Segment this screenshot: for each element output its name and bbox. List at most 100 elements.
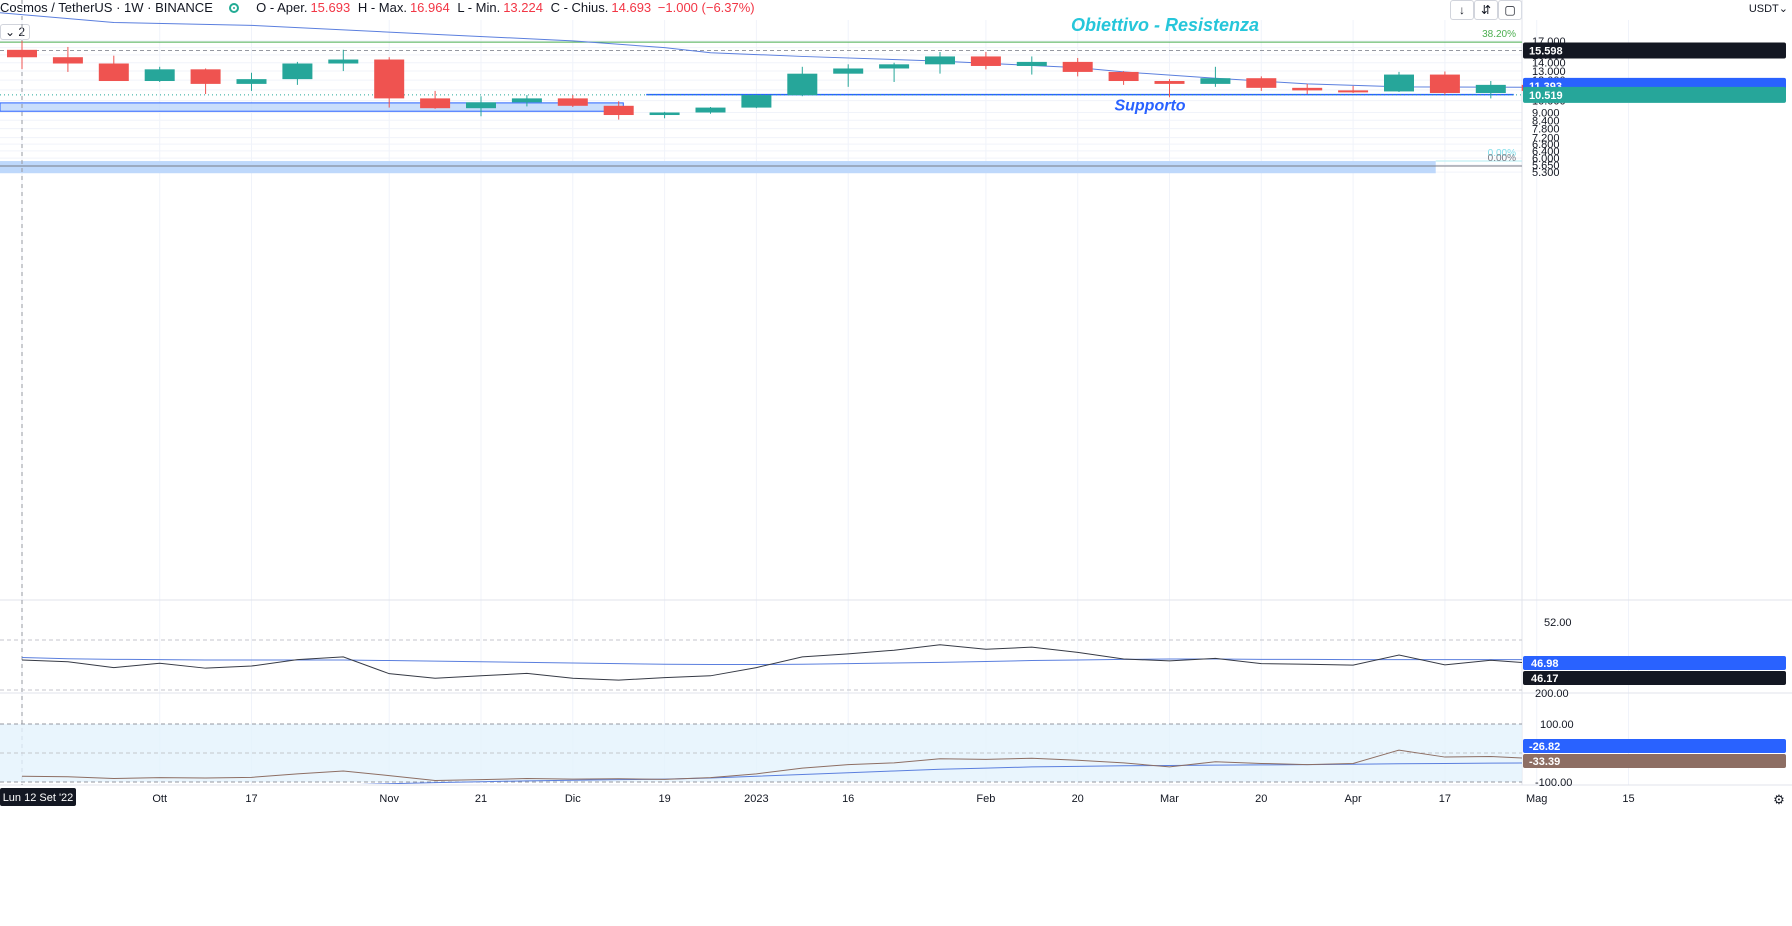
maximize-icon[interactable]: ▢ bbox=[1498, 0, 1522, 20]
candle-body bbox=[236, 79, 267, 84]
candle-body bbox=[7, 49, 37, 58]
candle-body bbox=[1246, 78, 1277, 88]
candle-body bbox=[970, 56, 1001, 66]
candle-body bbox=[603, 105, 634, 116]
time-tick-label: Ott bbox=[152, 793, 167, 805]
change-value: −1.000 (−6.37%) bbox=[657, 0, 755, 15]
candle-body bbox=[925, 56, 955, 65]
price-tick-label: 14.000 bbox=[1532, 58, 1566, 70]
candle-body bbox=[328, 59, 359, 64]
chart-header: Cosmos / TetherUS · 1W · BINANCE O - Ape… bbox=[0, 0, 755, 20]
fib-label-line: 0.00% bbox=[1488, 153, 1516, 164]
close-value: 14.693 bbox=[611, 0, 652, 15]
market-status-icon bbox=[228, 3, 239, 13]
cci-line bbox=[21, 749, 1522, 782]
time-tick-label: 17 bbox=[245, 793, 257, 805]
candle-body bbox=[1292, 87, 1323, 91]
low-value: 13.224 bbox=[503, 0, 543, 15]
cci-ma-line bbox=[359, 762, 1522, 784]
price-tick-label: 8.400 bbox=[1532, 115, 1560, 127]
price-label-bg bbox=[1523, 86, 1786, 103]
support-label: Supporto bbox=[1114, 98, 1185, 115]
arrow-down-icon[interactable]: ↓ bbox=[1450, 0, 1474, 20]
candle-body bbox=[741, 95, 772, 108]
candle-body bbox=[1062, 61, 1093, 72]
candle-body bbox=[511, 98, 542, 103]
candle-body bbox=[1108, 71, 1139, 82]
cci-label-bg bbox=[1523, 754, 1786, 768]
cci-ma-label: -26.82 bbox=[1529, 741, 1560, 753]
price-tick-label: 7.200 bbox=[1532, 133, 1560, 145]
price-tick-label: 6.400 bbox=[1532, 146, 1560, 158]
high-value: 16.964 bbox=[409, 0, 450, 15]
candle-body bbox=[1016, 61, 1047, 66]
time-tick-label: Nov bbox=[379, 793, 399, 805]
candle-body bbox=[787, 73, 818, 96]
candle-body bbox=[190, 69, 221, 84]
candle-body bbox=[833, 68, 864, 74]
time-tick-label: Mar bbox=[1160, 793, 1179, 805]
price-tick-label: 13.000 bbox=[1532, 66, 1566, 78]
price-tick-label: 5.300 bbox=[1532, 167, 1560, 179]
candle-body bbox=[695, 107, 726, 113]
time-tick-label: Apr bbox=[1345, 793, 1362, 805]
candle-body bbox=[1338, 90, 1369, 93]
price-tick-label: 6.000 bbox=[1532, 153, 1560, 165]
close-label: C - Chius. bbox=[550, 0, 609, 15]
resistance-fib-label: 38.20% bbox=[1482, 29, 1516, 40]
symbol-title[interactable]: Cosmos / TetherUS · 1W · BINANCE bbox=[0, 0, 213, 15]
candle-body bbox=[1154, 81, 1185, 84]
candle-body bbox=[144, 69, 175, 82]
time-tick-label: 20 bbox=[1255, 793, 1267, 805]
crosshair-date-bg bbox=[0, 788, 76, 806]
price-tick-label: 6.800 bbox=[1532, 139, 1560, 151]
candle-body bbox=[466, 102, 496, 109]
time-tick-label: Feb bbox=[976, 793, 995, 805]
candle-body bbox=[282, 63, 313, 80]
candle-body bbox=[1429, 74, 1460, 93]
indicators-toggle[interactable]: ⌄ 2 bbox=[0, 24, 31, 40]
collapse-icon[interactable]: ⇵ bbox=[1474, 0, 1498, 20]
price-label-bg bbox=[1523, 42, 1786, 59]
time-tick-label: 2023 bbox=[744, 793, 768, 805]
time-tick-label: 17 bbox=[1439, 793, 1451, 805]
time-tick-label: Mag bbox=[1526, 793, 1547, 805]
rsi-line bbox=[21, 644, 1522, 681]
currency-selector[interactable]: USDT⌄ bbox=[1748, 3, 1788, 15]
demand-zone bbox=[0, 102, 624, 112]
price-tick-label: 5.650 bbox=[1532, 160, 1560, 172]
time-tick-label: 19 bbox=[658, 793, 670, 805]
price-tick-label: 7.800 bbox=[1532, 124, 1560, 136]
candle-body bbox=[374, 59, 405, 99]
candle-body bbox=[98, 63, 129, 82]
candle-body bbox=[52, 57, 83, 64]
rsi-tick-label: 52.00 bbox=[1544, 617, 1572, 629]
candle-body bbox=[879, 64, 910, 69]
open-label: O - Aper. bbox=[256, 0, 308, 15]
candle-body bbox=[1200, 78, 1231, 84]
rsi-ma-label: 46.98 bbox=[1531, 658, 1559, 670]
candle-body bbox=[1384, 74, 1414, 92]
candle-body bbox=[420, 98, 451, 109]
cci-tick-label: 100.00 bbox=[1540, 719, 1574, 731]
time-tick-label: Dic bbox=[565, 793, 581, 805]
time-tick-label: 15 bbox=[1622, 793, 1634, 805]
candle-body bbox=[1475, 84, 1506, 93]
time-tick-label: 16 bbox=[842, 793, 854, 805]
settings-icon: ⚙ bbox=[1773, 792, 1785, 807]
cci-tick-label: -100.00 bbox=[1535, 777, 1572, 789]
time-tick-label: 21 bbox=[475, 793, 487, 805]
crosshair-date-label: Lun 12 Set '22 bbox=[3, 792, 74, 804]
cci-tick-label: 200.00 bbox=[1535, 688, 1569, 700]
cci-label: -33.39 bbox=[1529, 756, 1560, 768]
cci-ma-label-bg bbox=[1523, 739, 1786, 753]
price-tick-label: 9.000 bbox=[1532, 107, 1560, 119]
time-tick-label: 20 bbox=[1072, 793, 1084, 805]
low-label: L - Min. bbox=[457, 0, 501, 15]
candle-body bbox=[649, 112, 680, 116]
price-label: 10.519 bbox=[1529, 90, 1563, 102]
candle-body bbox=[557, 98, 588, 106]
fib-label-top: 0.00% bbox=[1488, 148, 1516, 159]
price-label: 15.598 bbox=[1529, 46, 1563, 58]
